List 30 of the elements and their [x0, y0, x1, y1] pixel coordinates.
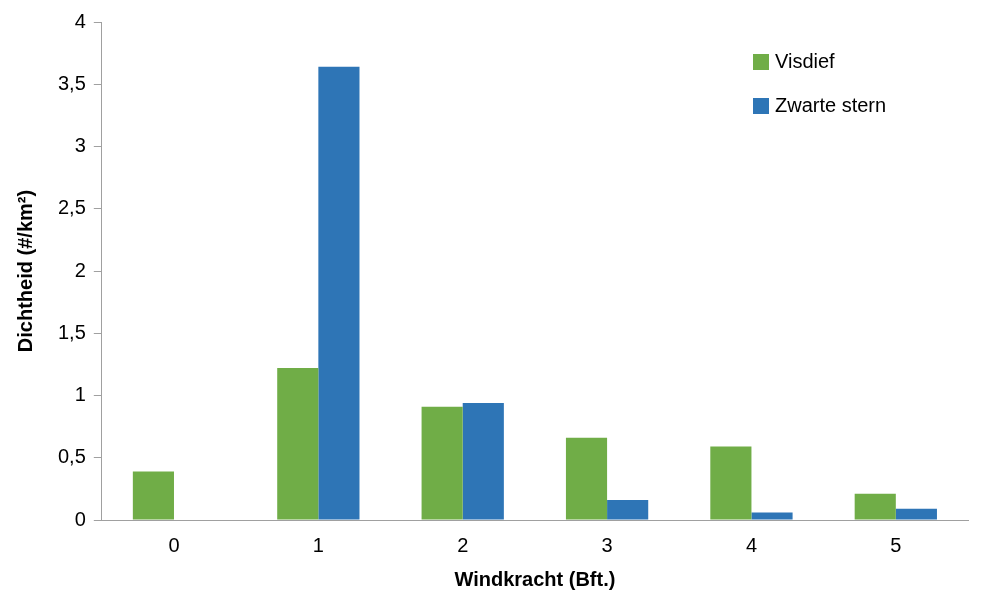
x-tick-label: 0	[168, 533, 180, 556]
bar	[318, 66, 360, 520]
x-tick-label: 5	[890, 533, 902, 556]
bar	[895, 508, 937, 520]
y-tick-label: 3,5	[57, 71, 86, 94]
bar	[565, 437, 608, 520]
y-tick-label: 4	[74, 9, 86, 32]
bar	[421, 406, 463, 520]
x-tick-label: 1	[312, 533, 324, 556]
y-tick-label: 2	[74, 258, 86, 281]
bar	[277, 368, 319, 520]
y-axis-title: Dichtheid (#/km²)	[13, 189, 36, 353]
y-tick-label: 3	[74, 134, 86, 157]
bar	[751, 512, 793, 520]
y-tick-label: 0	[74, 507, 86, 530]
x-tick-label: 2	[457, 533, 469, 556]
bar	[710, 446, 752, 520]
bar	[132, 471, 174, 520]
y-tick-label: 2,5	[57, 196, 86, 219]
legend-label: Visdief	[775, 49, 836, 72]
bar	[607, 500, 649, 520]
bar	[854, 493, 896, 520]
bar	[462, 402, 504, 520]
y-tick-label: 0,5	[57, 445, 86, 468]
x-tick-label: 4	[745, 533, 758, 556]
x-axis-title: Windkracht (Bft.)	[454, 567, 616, 590]
y-tick-label: 1	[74, 383, 86, 406]
x-tick-label: 3	[601, 533, 613, 556]
legend-label: Zwarte stern	[775, 93, 887, 116]
y-tick-label: 1,5	[57, 320, 86, 343]
